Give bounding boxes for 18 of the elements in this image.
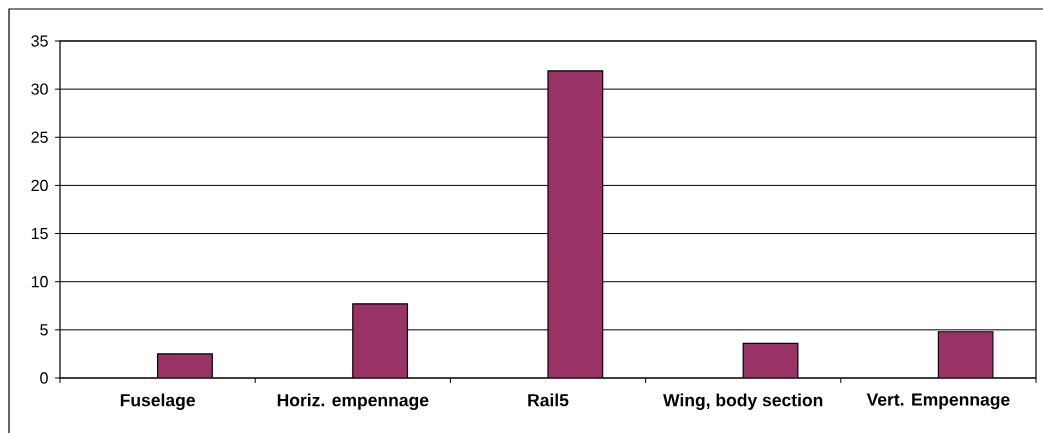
y-tick-label: 35 — [31, 35, 48, 47]
y-tick-label: 0 — [40, 372, 48, 384]
x-tick-label: Vert. Empennage — [866, 393, 1010, 410]
x-tick-label: Rail5 — [528, 393, 569, 407]
y-tick-label: 25 — [31, 131, 48, 143]
x-tick-label: Horiz. empennage — [277, 393, 429, 410]
bar — [547, 70, 604, 378]
y-tick-label: 15 — [31, 227, 48, 240]
y-tick-label: 20 — [31, 179, 48, 192]
bar — [157, 353, 213, 378]
bar — [352, 303, 409, 378]
x-tick-label: Fuselage — [120, 393, 195, 410]
bar — [742, 342, 799, 378]
y-tick-label: 30 — [31, 83, 48, 95]
y-tick-label: 10 — [31, 276, 48, 288]
bar — [937, 331, 994, 378]
y-tick-label: 5 — [40, 324, 48, 336]
x-tick-label: Wing, body section — [663, 393, 823, 410]
